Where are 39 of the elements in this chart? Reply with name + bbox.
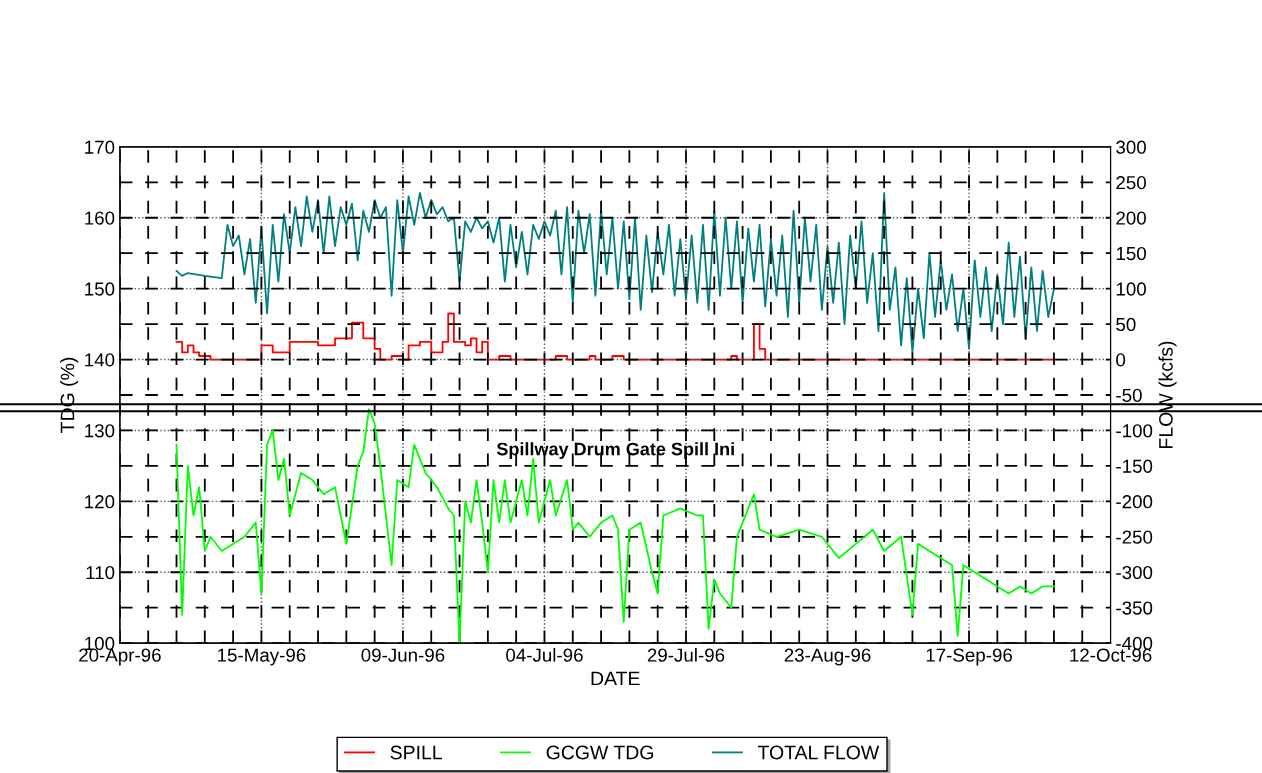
y2-tick-label: 100	[1116, 282, 1146, 296]
line-series	[175, 192, 1055, 354]
x-tick-label: 17-Sep-96	[926, 648, 1012, 666]
y2-tick-label: -400	[1116, 636, 1153, 651]
y2-tick-label: 200	[1116, 211, 1146, 225]
y-tick-label: 120	[85, 495, 115, 509]
y-tick-label: 160	[85, 211, 115, 225]
y2-tick-label: 150	[1116, 246, 1146, 261]
y-tick-label: 170	[85, 140, 115, 154]
y2-tick-label: -50	[1116, 388, 1142, 402]
y2-tick-label: -150	[1116, 459, 1153, 473]
x-tick-label: 23-Aug-96	[784, 648, 871, 666]
y2-tick-label: -200	[1116, 495, 1153, 509]
y-tick-label: 140	[85, 353, 115, 367]
x-tick-label: 04-Jul-96	[506, 648, 583, 662]
y2-tick-label: 250	[1116, 176, 1146, 190]
x-axis-title: DATE	[591, 671, 640, 686]
y2-tick-label: 50	[1116, 317, 1136, 332]
legend-label: TOTAL FLOW	[757, 745, 880, 760]
x-tick-label: 12-Oct-96	[1070, 648, 1152, 662]
y2-tick-label: -100	[1116, 424, 1153, 438]
y2-tick-label: -300	[1116, 565, 1153, 580]
y2-tick-label: -350	[1116, 601, 1153, 615]
line-series	[175, 408, 1055, 644]
y-tick-label: 150	[85, 282, 115, 296]
y2-tick-label: 0	[1116, 353, 1126, 367]
y-tick-label: 100	[85, 636, 115, 651]
y2-axis-title: FLOW (kcfs)	[1158, 341, 1177, 448]
y-tick-label: 130	[85, 424, 115, 438]
x-tick-label: 20-Apr-96	[79, 648, 161, 666]
y-tick-label: 110	[86, 565, 115, 580]
x-tick-label: 29-Jul-96	[647, 648, 725, 662]
y2-tick-label: -250	[1116, 530, 1153, 544]
y2-tick-label: 300	[1116, 140, 1146, 154]
annotation: Spillway Drum Gate Spill Ini	[496, 442, 734, 459]
x-tick-label: 09-Jun-96	[361, 648, 445, 662]
legend-label: SPILL	[390, 745, 442, 760]
x-tick-label: 15-May-96	[218, 648, 306, 666]
legend-label: GCGW TDG	[546, 745, 653, 760]
